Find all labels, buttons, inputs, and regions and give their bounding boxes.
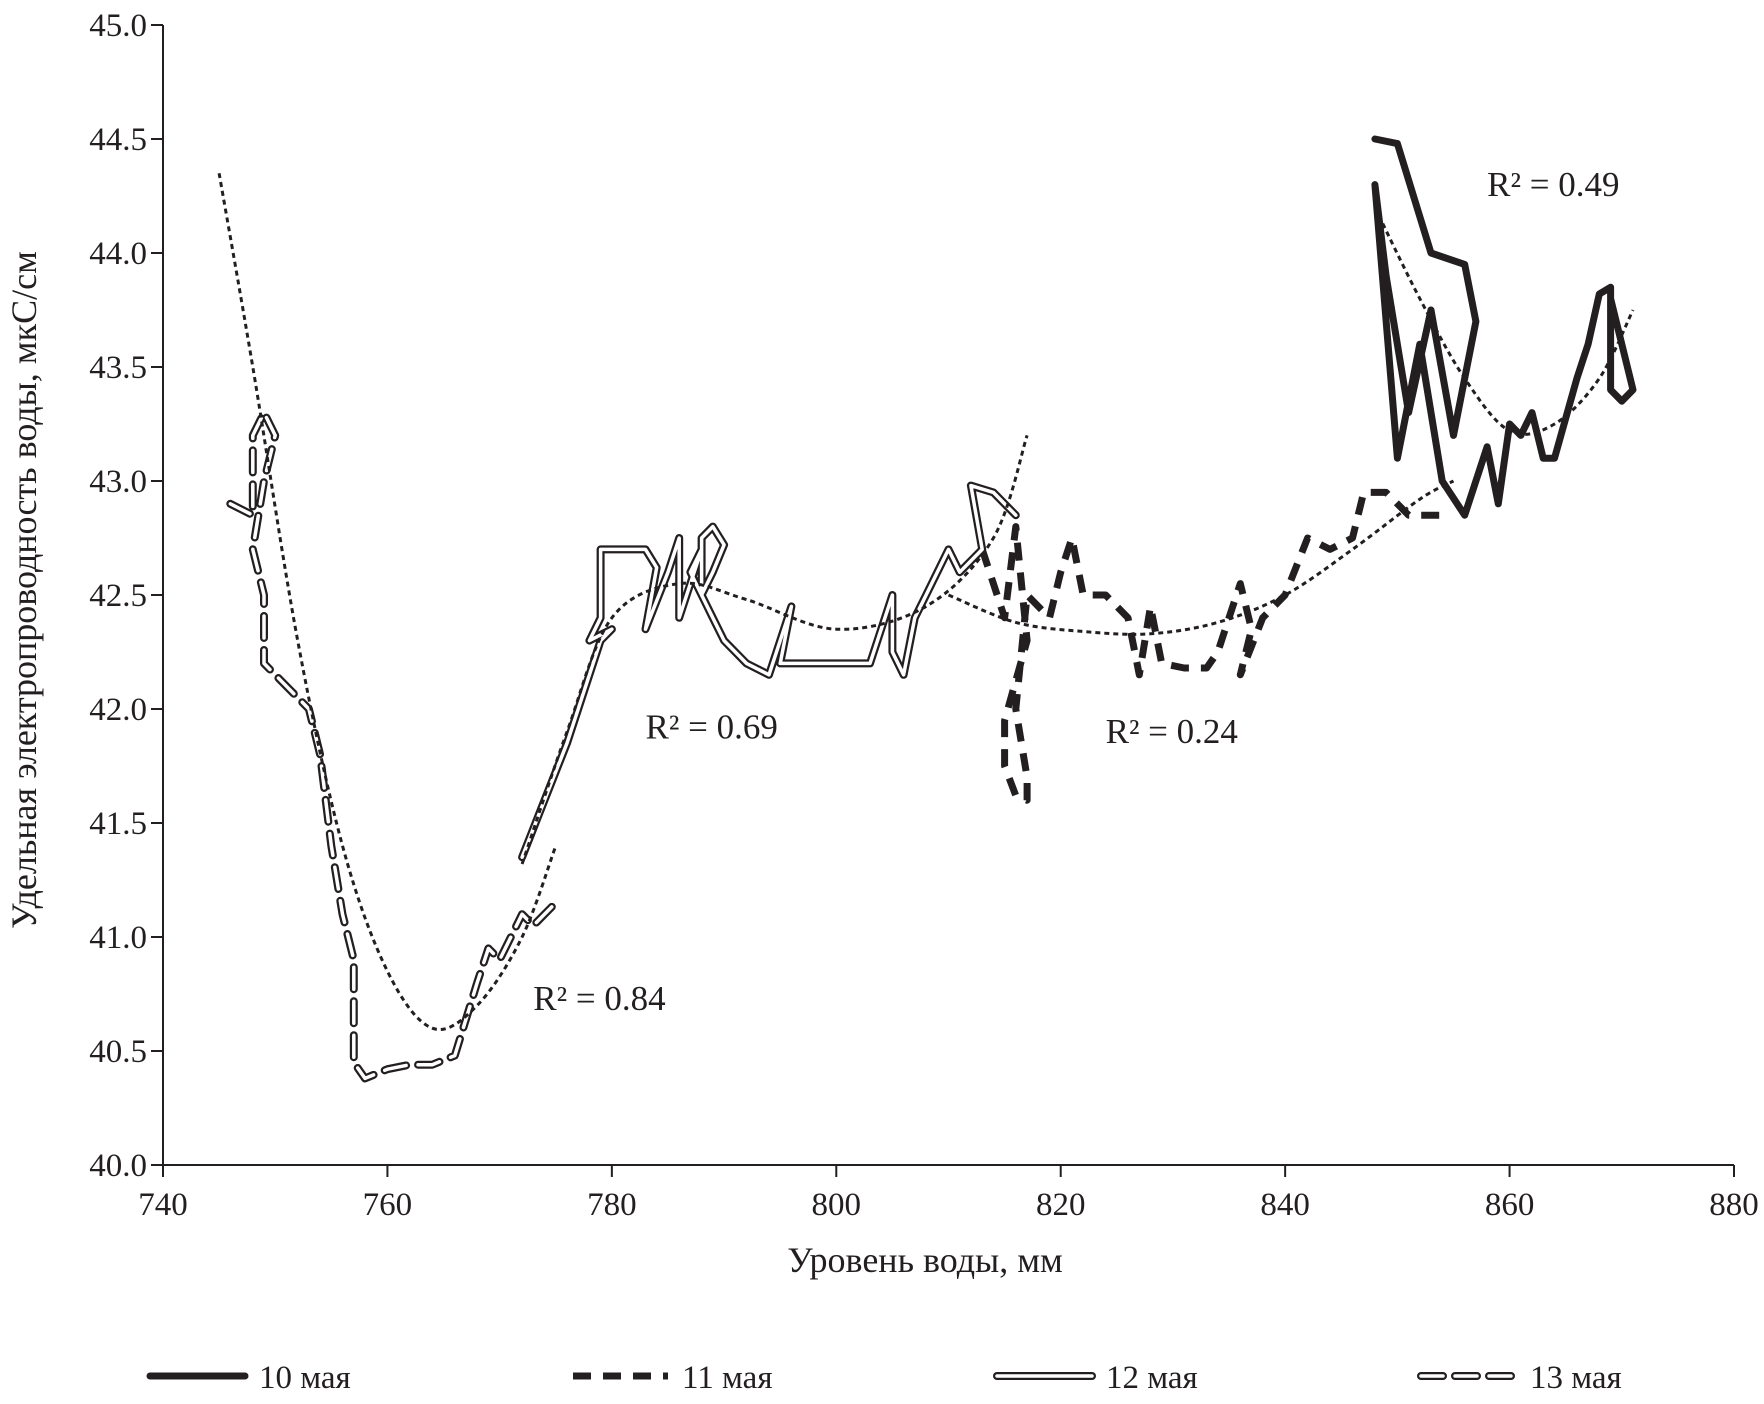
legend-label: 10 мая <box>259 1360 351 1396</box>
series-1 <box>1371 135 1637 519</box>
y-tick-label: 43.0 <box>89 464 147 500</box>
y-tick-label: 41.0 <box>89 920 147 956</box>
x-axis-title: Уровень воды, мм <box>787 1240 1063 1280</box>
y-tick-label: 43.5 <box>89 350 147 386</box>
trendline-3 <box>520 434 1029 865</box>
y-tick-label: 42.0 <box>89 692 147 728</box>
series-3 <box>518 434 1029 865</box>
legend-label: 12 мая <box>1106 1360 1198 1396</box>
annotations: R² = 0.49 R² = 0.69 R² = 0.24 R² = 0.84 <box>533 165 1619 1018</box>
y-tick-label: 40.5 <box>89 1034 147 1070</box>
series-2 <box>947 479 1455 804</box>
y-tick-label: 40.0 <box>89 1148 147 1184</box>
x-tick-label: 880 <box>1709 1187 1759 1223</box>
series-line-1 <box>1371 135 1637 519</box>
axes: 740 760 780 800 820 840 860 880 40.0 40.5 41.0 41.5… <box>89 8 1759 1223</box>
series-line-3-inner <box>520 483 1018 859</box>
trendline-4 <box>217 172 558 1031</box>
y-tick-label: 45.0 <box>89 8 147 44</box>
series-line-4-inner <box>228 410 558 1081</box>
x-tick-label: 740 <box>138 1187 188 1223</box>
y-tick-label: 42.5 <box>89 578 147 614</box>
y-axis-title: Удельная электропроводность воды, мкС/см <box>4 251 44 929</box>
x-tick-label: 820 <box>1036 1187 1086 1223</box>
x-tick-label: 840 <box>1260 1187 1310 1223</box>
r-squared-label: R² = 0.49 <box>1487 165 1619 204</box>
x-tick-label: 760 <box>363 1187 413 1223</box>
legend: 10 мая 11 мая 12 мая 13 мая <box>146 1360 1622 1396</box>
trendline-2 <box>947 479 1455 636</box>
legend-label: 13 мая <box>1530 1360 1622 1396</box>
r-squared-label: R² = 0.84 <box>533 979 665 1018</box>
x-tick-label: 860 <box>1485 1187 1535 1223</box>
x-tick-label: 780 <box>587 1187 637 1223</box>
y-tick-label: 41.5 <box>89 806 147 842</box>
trendline-1 <box>1373 206 1635 436</box>
legend-item-3: 12 мая <box>993 1360 1198 1396</box>
series-line-2 <box>978 488 1443 804</box>
y-tick-label: 44.5 <box>89 122 147 158</box>
series-layer <box>217 135 1637 1083</box>
x-tick-label: 800 <box>812 1187 862 1223</box>
legend-item-1: 10 мая <box>146 1360 351 1396</box>
legend-item-2: 11 мая <box>573 1360 773 1396</box>
series-line-4 <box>226 408 560 1083</box>
series-4 <box>217 172 560 1083</box>
legend-label: 11 мая <box>682 1360 773 1396</box>
r-squared-label: R² = 0.24 <box>1106 712 1238 751</box>
legend-item-4: 13 мая <box>1417 1360 1622 1396</box>
y-tick-label: 44.0 <box>89 236 147 272</box>
r-squared-label: R² = 0.69 <box>646 708 778 747</box>
